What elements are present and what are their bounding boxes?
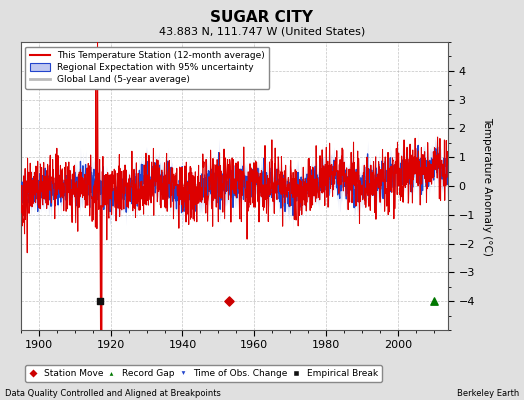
Point — [225, 298, 233, 304]
Text: Berkeley Earth: Berkeley Earth — [456, 389, 519, 398]
Legend: Station Move, Record Gap, Time of Obs. Change, Empirical Break: Station Move, Record Gap, Time of Obs. C… — [26, 366, 381, 382]
Point — [96, 298, 104, 304]
Y-axis label: Temperature Anomaly (°C): Temperature Anomaly (°C) — [482, 116, 492, 256]
Text: Data Quality Controlled and Aligned at Breakpoints: Data Quality Controlled and Aligned at B… — [5, 389, 221, 398]
Point — [430, 298, 438, 304]
Text: SUGAR CITY: SUGAR CITY — [211, 10, 313, 25]
Text: 43.883 N, 111.747 W (United States): 43.883 N, 111.747 W (United States) — [159, 26, 365, 36]
